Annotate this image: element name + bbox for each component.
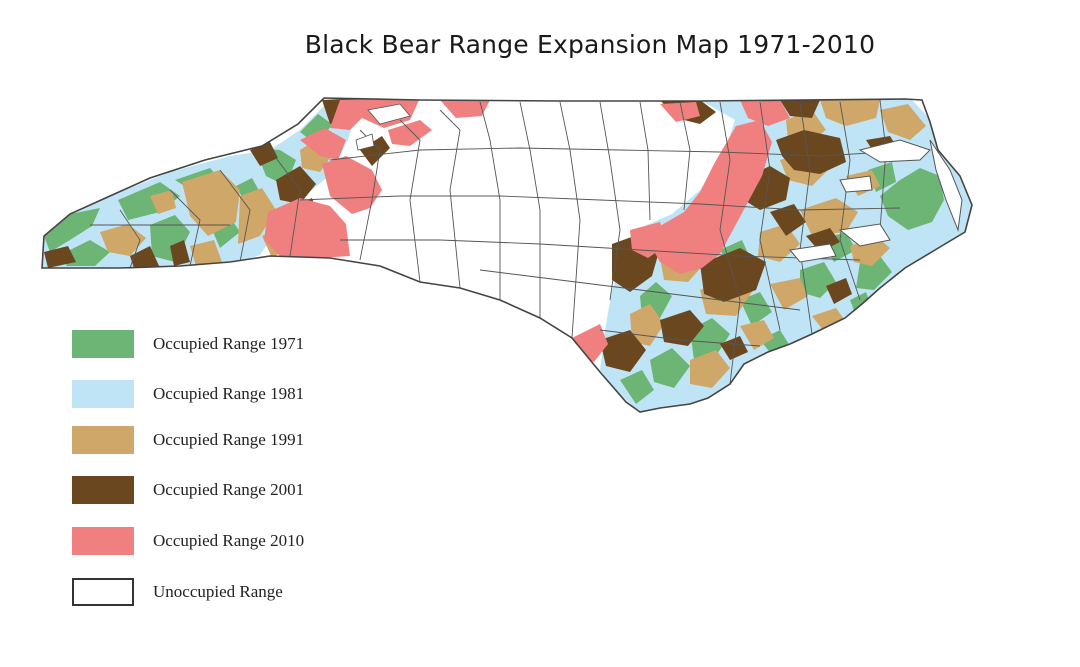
- legend-label-2001: Occupied Range 2001: [153, 480, 305, 499]
- legend-item-1981: Occupied Range 1981: [72, 380, 432, 410]
- state-border: [41, 97, 973, 413]
- range-1971-east: [620, 162, 944, 404]
- legend-swatch-2001: [72, 476, 134, 504]
- range-1991-west: [100, 100, 352, 266]
- legend-swatch-1981: [72, 380, 134, 408]
- county-lines: [90, 99, 921, 385]
- range-2010-west: [264, 98, 490, 258]
- legend-item-2001: Occupied Range 2001: [72, 476, 432, 506]
- legend-item-2010: Occupied Range 2010: [72, 527, 432, 557]
- legend-item-1991: Occupied Range 1991: [72, 426, 432, 456]
- legend-item-unoccupied: Unoccupied Range: [72, 578, 432, 608]
- legend-label-unoccupied: Unoccupied Range: [153, 582, 283, 601]
- legend-item-1971: Occupied Range 1971: [72, 330, 432, 360]
- lakes: [355, 103, 411, 151]
- legend-swatch-1971: [72, 330, 134, 358]
- legend-label-1991: Occupied Range 1991: [153, 430, 305, 449]
- legend-label-1971: Occupied Range 1971: [153, 334, 305, 353]
- page-title: Black Bear Range Expansion Map 1971-2010: [304, 30, 876, 59]
- range-2001-east: [600, 100, 900, 372]
- legend-swatch-2010: [72, 527, 134, 555]
- range-2010-east: [572, 100, 790, 362]
- coastal-sounds: [789, 139, 963, 263]
- range-1991-east: [630, 100, 926, 388]
- legend-label-1981: Occupied Range 1981: [153, 384, 305, 403]
- legend-swatch-unoccupied: [72, 578, 134, 606]
- legend-swatch-1991: [72, 426, 134, 454]
- legend-label-2010: Occupied Range 2010: [153, 531, 305, 550]
